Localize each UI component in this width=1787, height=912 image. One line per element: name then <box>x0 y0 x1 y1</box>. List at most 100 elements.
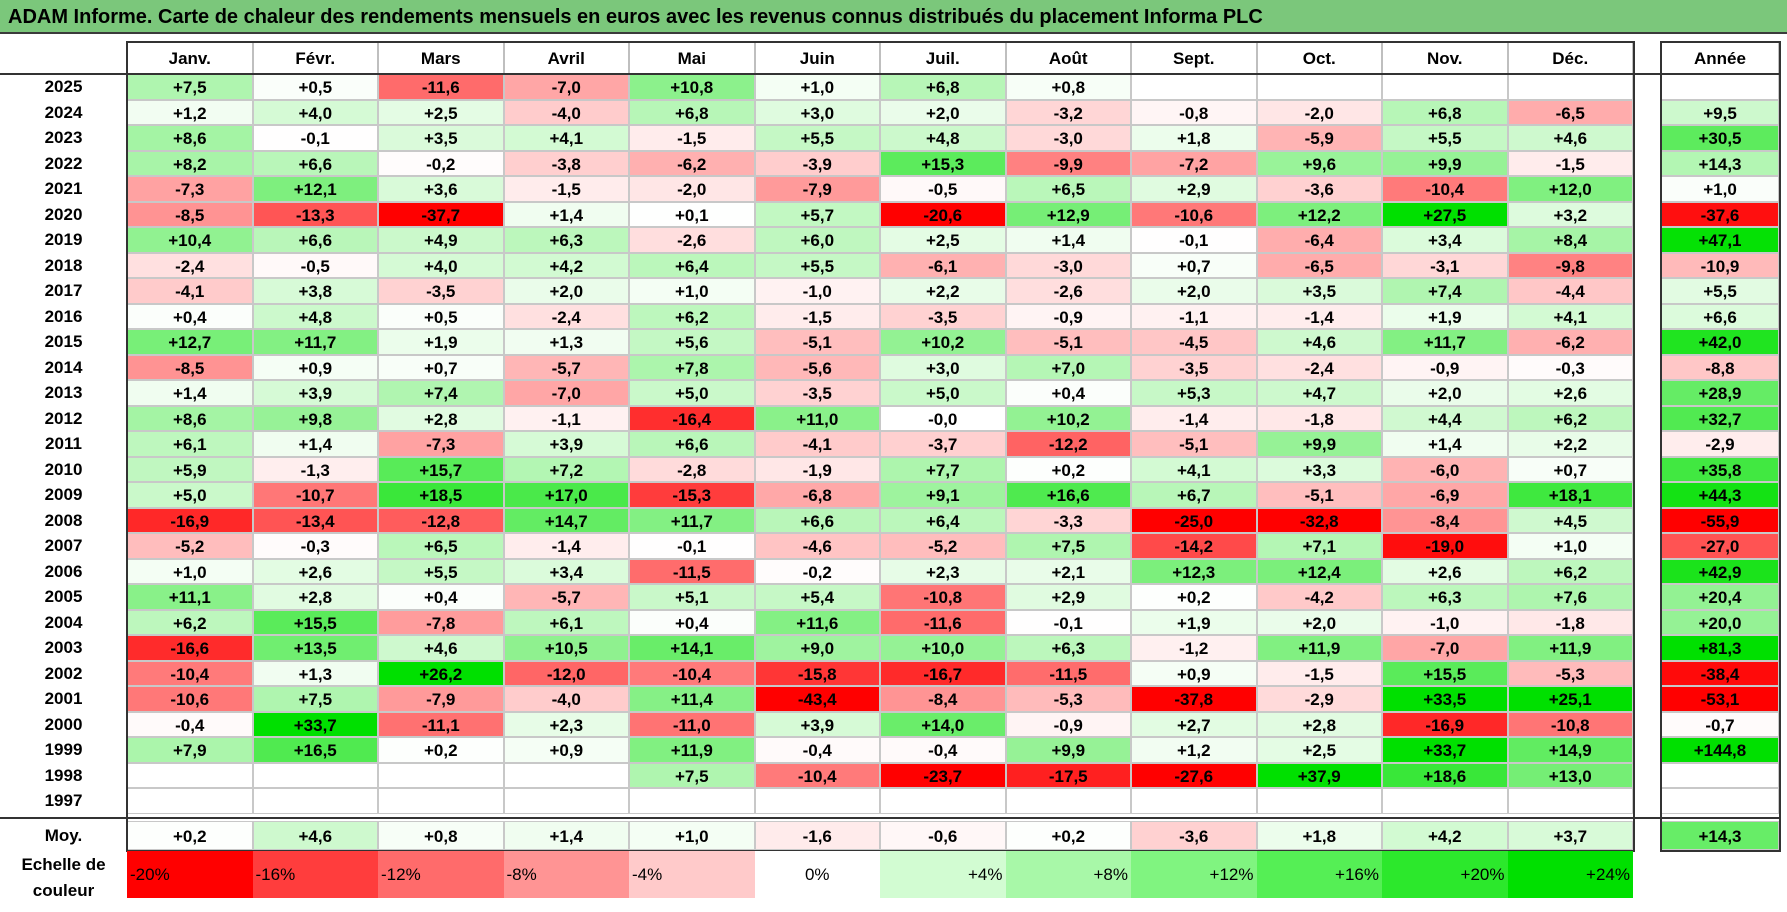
heatmap-cell <box>1382 74 1508 100</box>
heatmap-cell <box>127 762 253 788</box>
heatmap-cell: -3,2 <box>1005 99 1131 125</box>
heatmap-cell: +7,6 <box>1507 584 1633 610</box>
heatmap-cell: -2,0 <box>1256 99 1382 125</box>
color-scale-swatch: -8% <box>503 851 629 898</box>
heatmap-cell: +3,5 <box>1256 278 1382 304</box>
heatmap-cell <box>503 788 629 814</box>
color-scale-swatch: -16% <box>252 851 378 898</box>
color-scale-swatch: +24% <box>1507 851 1633 898</box>
heatmap-cell: -7,9 <box>378 686 504 712</box>
heatmap-cell: +0,5 <box>252 74 378 100</box>
average-cell: +0,8 <box>378 820 504 850</box>
row-year-label: 2006 <box>44 561 83 581</box>
month-header: Déc. <box>1507 42 1633 74</box>
heatmap-cell: +2,6 <box>1382 558 1508 584</box>
heatmap-cell <box>252 788 378 814</box>
heatmap-cell: +9,9 <box>1005 737 1131 763</box>
heatmap-cell: -0,3 <box>252 533 378 559</box>
row-year-label: 2000 <box>44 714 83 734</box>
heatmap-cell: +2,5 <box>378 99 504 125</box>
color-scale-swatch: +20% <box>1382 851 1508 898</box>
heatmap-cell: -0,1 <box>252 125 378 151</box>
heatmap-cell: -1,5 <box>1256 660 1382 686</box>
year-total-cell: +47,1 <box>1661 227 1779 253</box>
heatmap-cell: +6,2 <box>127 609 253 635</box>
heatmap-cell: -6,4 <box>1256 227 1382 253</box>
heatmap-cell: -7,2 <box>1131 150 1257 176</box>
heatmap-cell: -7,3 <box>378 431 504 457</box>
heatmap-cell: +4,6 <box>1256 329 1382 355</box>
heatmap-cell: -37,8 <box>1131 686 1257 712</box>
heatmap-cell: +1,4 <box>127 380 253 406</box>
heatmap-cell: -5,6 <box>754 354 880 380</box>
heatmap-cell: -15,3 <box>629 482 755 508</box>
heatmap-cell: -4,1 <box>754 431 880 457</box>
heatmap-cell: +5,3 <box>1131 380 1257 406</box>
heatmap-cell: +7,7 <box>880 456 1006 482</box>
heatmap-cell: +11,6 <box>754 609 880 635</box>
average-cell: -1,6 <box>754 820 880 850</box>
heatmap-cell: +4,0 <box>378 252 504 278</box>
heatmap-cell: +0,7 <box>1507 456 1633 482</box>
heatmap-cell: +2,2 <box>880 278 1006 304</box>
heatmap-cell: +10,2 <box>880 329 1006 355</box>
heatmap-cell <box>1131 788 1257 814</box>
heatmap-cell: +14,7 <box>503 507 629 533</box>
heatmap-cell: -0,4 <box>754 737 880 763</box>
heatmap-cell: -1,0 <box>1382 609 1508 635</box>
heatmap-cell: +6,6 <box>754 507 880 533</box>
heatmap-cell: -2,6 <box>629 227 755 253</box>
year-total-cell <box>1661 74 1779 100</box>
heatmap-cell: +0,4 <box>629 609 755 635</box>
heatmap-cell: +6,8 <box>1382 99 1508 125</box>
heatmap-cell: -3,5 <box>880 303 1006 329</box>
heatmap-cell: -12,0 <box>503 660 629 686</box>
heatmap-cell: -2,4 <box>127 252 253 278</box>
heatmap-cell: +0,4 <box>1005 380 1131 406</box>
heatmap-cell: -3,3 <box>1005 507 1131 533</box>
row-year-label: 2023 <box>44 128 83 147</box>
heatmap-cell: -16,6 <box>127 635 253 661</box>
heatmap-cell: -0,3 <box>1507 354 1633 380</box>
heatmap-cell: +4,6 <box>1507 125 1633 151</box>
heatmap-cell: -11,1 <box>378 711 504 737</box>
heatmap-cell: -2,9 <box>1256 686 1382 712</box>
heatmap-cell: +6,1 <box>127 431 253 457</box>
heatmap-cell: +6,8 <box>629 99 755 125</box>
heatmap-cell: +6,2 <box>1507 558 1633 584</box>
heatmap-cell: +1,0 <box>629 278 755 304</box>
year-total-cell: +6,6 <box>1661 303 1779 329</box>
heatmap-cell: +37,9 <box>1256 762 1382 788</box>
row-year-label: 2012 <box>44 408 83 428</box>
heatmap-cell: +11,0 <box>754 405 880 431</box>
year-total-cell: -10,9 <box>1661 252 1779 278</box>
heatmap-cell <box>378 788 504 814</box>
heatmap-cell: +16,5 <box>252 737 378 763</box>
heatmap-cell: +3,8 <box>252 278 378 304</box>
heatmap-cell: +10,2 <box>1005 405 1131 431</box>
year-total-cell: -55,9 <box>1661 507 1779 533</box>
heatmap-cell: -16,9 <box>1382 711 1508 737</box>
row-year-label: 2004 <box>44 612 83 632</box>
year-total-cell: +144,8 <box>1661 737 1779 763</box>
year-total-cell: +20,0 <box>1661 609 1779 635</box>
heatmap-cell: +11,7 <box>252 329 378 355</box>
heatmap-cell: +1,4 <box>1382 431 1508 457</box>
heatmap-cell: -5,3 <box>1005 686 1131 712</box>
heatmap-cell: -11,5 <box>629 558 755 584</box>
heatmap-cell: -0,4 <box>127 711 253 737</box>
row-year-label: 2016 <box>44 306 83 326</box>
heatmap-cell: -1,5 <box>629 125 755 151</box>
heatmap-cell: +2,0 <box>1131 278 1257 304</box>
heatmap-cell: -0,4 <box>880 737 1006 763</box>
heatmap-cell: +0,2 <box>378 737 504 763</box>
month-header: Oct. <box>1256 42 1382 74</box>
heatmap-cell: +4,8 <box>252 303 378 329</box>
heatmap-cell: -2,8 <box>629 456 755 482</box>
heatmap-cell: -3,5 <box>754 380 880 406</box>
year-total-cell: -53,1 <box>1661 686 1779 712</box>
heatmap-cell: -27,6 <box>1131 762 1257 788</box>
heatmap-cell: -6,8 <box>754 482 880 508</box>
heatmap-cell: -6,5 <box>1256 252 1382 278</box>
heatmap-cell: -5,1 <box>1131 431 1257 457</box>
